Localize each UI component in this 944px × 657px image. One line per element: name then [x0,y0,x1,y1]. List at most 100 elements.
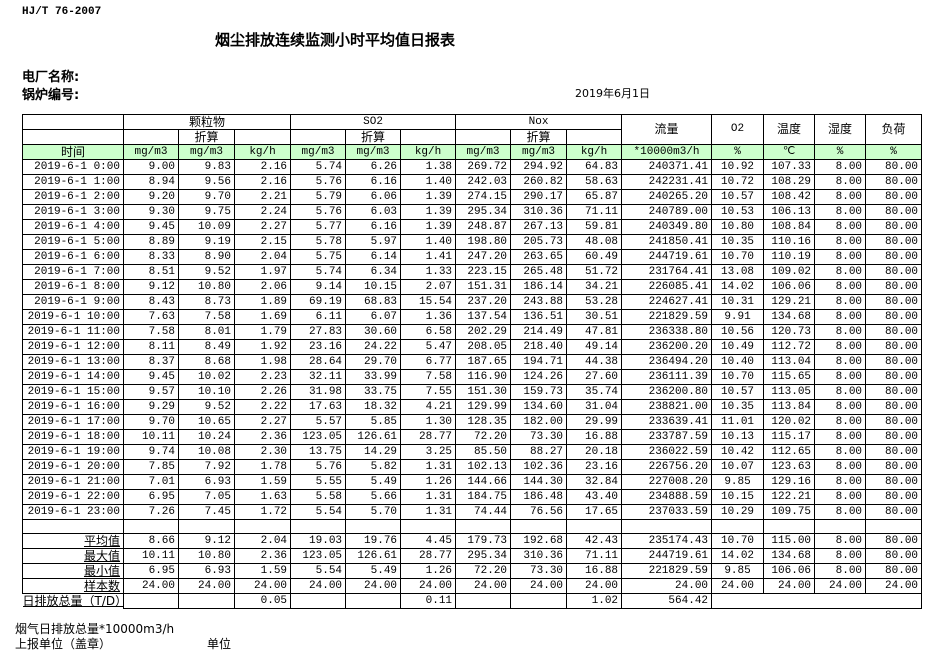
value-cell: 32.11 [290,369,347,385]
value-cell: 8.00 [814,563,867,579]
value-cell: 10.15 [345,279,402,295]
table-row: 2019-6-1 19:00 9.74 10.08 2.30 13.75 14.29 3.2… [22,444,923,460]
value-cell: 102.36 [510,459,568,475]
value-cell: 218.40 [510,339,568,355]
value-cell: 33.99 [345,369,402,385]
value-cell: 6.93 [178,563,235,579]
value-cell: 2.21 [233,189,292,205]
value-cell: 80.00 [865,474,923,490]
summary-row: 最大值 10.11 10.80 2.36 123.05 126.61 28.77 295.34… [22,548,923,564]
value-cell: 10.70 [711,249,765,265]
value-cell: 10.57 [711,384,765,400]
value-cell: 265.48 [510,264,568,280]
value-cell: 159.73 [510,384,568,400]
value-cell: 8.00 [814,354,867,370]
value-cell: 9.57 [123,384,179,400]
value-cell: 214.49 [510,324,568,340]
value-cell: 80.00 [865,459,923,475]
header-row-1: 颗粒物 SO2 Nox 流量 O2 温度 湿度 负荷 [22,114,923,145]
value-cell: 226085.41 [621,279,713,295]
table-row: 2019-6-1 13:00 8.37 8.68 1.98 28.64 29.70 6.77… [22,354,923,370]
value-cell: 123.05 [290,429,347,445]
value-cell: 9.56 [178,174,235,190]
value-cell: 1.02 [566,593,623,609]
value-cell: 71.11 [566,204,623,220]
value-cell: 10.35 [711,234,765,250]
value-cell: 2.30 [233,444,292,460]
unit-cell: kg/h [566,144,623,160]
value-cell: 242.03 [455,174,512,190]
value-cell: 1.26 [400,474,457,490]
reporting-unit-label: 上报单位（盖章） [15,637,112,651]
value-cell: 113.04 [763,354,816,370]
value-cell: 8.00 [814,399,867,415]
empty-cell [763,519,816,534]
value-cell: 6.34 [345,264,402,280]
value-cell: 30.60 [345,324,402,340]
value-cell: 294.92 [510,159,568,175]
unit-cell: *10000m3/h [621,144,713,160]
value-cell: 51.72 [566,264,623,280]
value-cell: 112.65 [763,444,816,460]
value-cell: 1.89 [233,294,292,310]
value-cell: 10.11 [123,429,179,445]
value-cell: 8.00 [814,459,867,475]
value-cell: 28.77 [400,548,457,564]
value-cell: 5.66 [345,489,402,505]
summary-row: 样本数 24.00 24.00 24.00 24.00 24.00 24.00 24.00 24… [22,578,923,594]
value-cell: 5.76 [290,459,347,475]
value-cell: 14.02 [711,279,765,295]
summary-label: 平均值 [22,533,124,549]
value-cell: 10.65 [178,414,235,430]
table-row: 2019-6-1 21:00 7.01 6.93 1.59 5.55 5.49 1.26 14… [22,474,923,490]
value-cell: 9.52 [178,264,235,280]
value-cell: 8.00 [814,339,867,355]
value-cell: 47.81 [566,324,623,340]
value-cell: 69.19 [290,294,347,310]
value-cell: 106.13 [763,204,816,220]
value-cell: 244719.61 [621,249,713,265]
empty-cell [233,519,292,534]
value-cell: 10.53 [711,204,765,220]
value-cell: 10.80 [178,279,235,295]
value-cell: 1.26 [400,563,457,579]
value-cell: 8.00 [814,174,867,190]
value-cell: 8.00 [814,249,867,265]
value-cell: 151.30 [455,384,512,400]
empty-cell [566,519,623,534]
value-cell: 8.90 [178,249,235,265]
value-cell: 260.82 [510,174,568,190]
value-cell: 248.87 [455,219,512,235]
value-cell: 144.66 [455,474,512,490]
value-cell: 24.00 [865,578,923,594]
empty-cell [123,593,179,609]
value-cell: 6.06 [345,189,402,205]
value-cell: 9.12 [123,279,179,295]
value-cell: 1.31 [400,489,457,505]
time-cell: 2019-6-1 7:00 [22,264,124,280]
value-cell: 23.16 [290,339,347,355]
value-cell: 112.72 [763,339,816,355]
value-cell: 5.85 [345,414,402,430]
value-cell: 6.26 [345,159,402,175]
time-cell: 2019-6-1 21:00 [22,474,124,490]
value-cell: 31.04 [566,399,623,415]
empty-cell [178,593,235,609]
value-cell: 267.13 [510,219,568,235]
value-cell: 7.58 [123,324,179,340]
empty-cell [22,519,124,534]
value-cell: 1.31 [400,504,457,520]
value-cell: 8.00 [814,504,867,520]
time-cell: 2019-6-1 0:00 [22,159,124,175]
value-cell: 18.32 [345,399,402,415]
value-cell: 7.26 [123,504,179,520]
value-cell: 2.24 [233,204,292,220]
report-date: 2019年6月1日 [575,87,650,100]
value-cell: 24.00 [345,578,402,594]
value-cell: 109.02 [763,264,816,280]
value-cell: 88.27 [510,444,568,460]
value-cell: 2.16 [233,159,292,175]
time-cell: 2019-6-1 13:00 [22,354,124,370]
value-cell: 223.15 [455,264,512,280]
table-row: 2019-6-1 11:00 7.58 8.01 1.79 27.83 30.60 6.58… [22,324,923,340]
